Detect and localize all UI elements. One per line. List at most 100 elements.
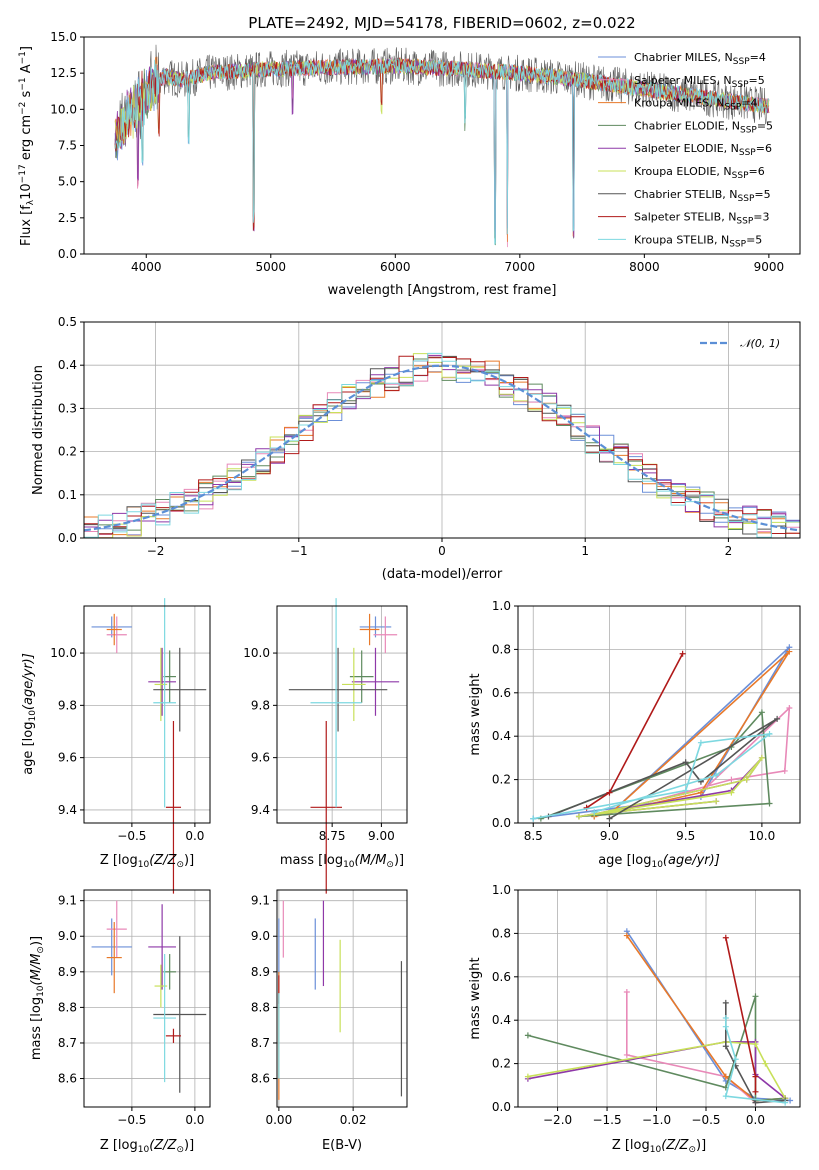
series-marker: [758, 709, 765, 716]
x-axis-label: wavelength [Angstrom, rest frame]: [328, 283, 557, 298]
y-tick-label: 1.0: [492, 883, 511, 897]
legend-entry-label: Chabrier STELIB, NSSP=5: [634, 188, 771, 204]
legend-entry-label: Chabrier MILES, NSSP=4: [634, 51, 766, 67]
x-tick-label: 0: [438, 544, 446, 558]
x-tick-label: −2.0: [543, 1113, 572, 1127]
y-tick-label: 0.2: [492, 1057, 511, 1071]
series-marker: [682, 787, 689, 794]
series-marker: [713, 772, 720, 779]
series-marker: [782, 1099, 789, 1106]
legend-entry-label: Salpeter STELIB, NSSP=3: [634, 211, 770, 227]
series-marker: [623, 932, 630, 939]
x-tick-label: −2: [147, 544, 165, 558]
y-tick-label: 9.0: [58, 929, 77, 943]
x-tick-label: 0.0: [185, 829, 204, 843]
y-axis-label: mass weight: [468, 957, 483, 1039]
axes-frame: [276, 889, 408, 1108]
histogram-step: [84, 352, 800, 538]
y-tick-label: 9.4: [58, 803, 77, 817]
series-line: [533, 732, 773, 820]
x-tick-label: −1.5: [592, 1113, 621, 1127]
y-tick-label: 7.5: [58, 139, 77, 153]
y-tick-label: 9.4: [251, 803, 270, 817]
series-marker: [524, 1073, 531, 1080]
x-axis-label: (data-model)/error: [382, 567, 503, 582]
y-tick-label: 0.8: [492, 926, 511, 940]
x-tick-label: 8.5: [524, 829, 543, 843]
series-marker: [623, 988, 630, 995]
histogram-group: [84, 352, 800, 539]
series-marker: [591, 809, 598, 816]
series-line: [578, 757, 763, 818]
axes-frame: [517, 605, 801, 824]
y-tick-label: 0.3: [58, 401, 77, 415]
y-tick-label: 8.7: [251, 1036, 270, 1050]
series-marker: [682, 759, 689, 766]
series-marker: [752, 993, 759, 1000]
y-tick-label: 8.9: [58, 965, 77, 979]
series-marker: [758, 754, 765, 761]
y-tick-label: 9.1: [58, 894, 77, 908]
series-marker: [722, 934, 729, 941]
legend-entry-label: Salpeter ELODIE, NSSP=6: [634, 142, 772, 158]
axes-frame: [517, 889, 801, 1108]
x-tick-label: 0.0: [746, 1113, 765, 1127]
mass-vs-Z-panel: −0.5 0.0 8.6 8.7 8.8 8.9 9.0 9.1 Z [log10(Z/Z⊙)]…: [29, 889, 211, 1155]
legend: Chabrier MILES, NSSP=4 Salpeter MILES, NS…: [598, 51, 773, 249]
series-marker: [722, 999, 729, 1006]
series-marker: [752, 1073, 759, 1080]
errorbar-group: [288, 598, 400, 894]
series-marker: [766, 731, 773, 738]
series-marker: [728, 776, 735, 783]
y-tick-label: 8.6: [58, 1072, 77, 1086]
series-marker: [774, 715, 781, 722]
legend-entry-label: Kroupa ELODIE, NSSP=6: [634, 165, 765, 181]
x-tick-label: −0.5: [117, 829, 146, 843]
mass-vs-EBV-panel: 0.00 0.02 8.6 8.7 8.8 8.9 9.0 9.1 E(B-V): [251, 889, 408, 1153]
series-marker: [722, 1093, 729, 1100]
y-tick-label: 12.5: [50, 66, 77, 80]
y-tick-label: 15.0: [50, 30, 77, 44]
series-marker: [697, 739, 704, 746]
x-tick-label: −1.0: [642, 1113, 671, 1127]
series-marker: [781, 767, 788, 774]
y-tick-label: 0.2: [492, 773, 511, 787]
y-tick-label: 0.6: [492, 970, 511, 984]
axes-frame: [276, 605, 408, 824]
x-tick-label: 2: [725, 544, 733, 558]
y-axis-label: mass weight: [468, 673, 483, 755]
y-tick-label: 8.7: [58, 1036, 77, 1050]
y-tick-label: 0.4: [492, 1013, 511, 1027]
errorbar-group: [278, 900, 403, 1100]
spectrum-line: [114, 58, 770, 245]
residuals-panel: −2 −1 0 1 2 0.0 0.1 0.2 0.3 0.4 0.5 𝒩(0, 1) (data-mo…: [31, 315, 801, 582]
axes-frame: [83, 36, 801, 255]
series-marker: [713, 798, 720, 805]
legend-entry-label: 𝒩(0, 1): [740, 337, 780, 350]
y-tick-label: 9.8: [251, 698, 270, 712]
x-tick-label: −0.5: [691, 1113, 720, 1127]
y-tick-label: 0.4: [58, 358, 77, 372]
y-tick-label: 0.1: [58, 488, 77, 502]
x-axis-label: Z [log10(Z/Z⊙)]: [612, 1138, 706, 1155]
legend-entry-label: Kroupa STELIB, NSSP=5: [634, 233, 762, 249]
y-tick-label: 5.0: [58, 175, 77, 189]
series-marker: [728, 789, 735, 796]
y-tick-label: 1.0: [492, 599, 511, 613]
x-axis-label: Z [log10(Z/Z⊙)]: [100, 853, 194, 870]
spectrum-series-group: [114, 44, 770, 248]
mass-weight-vs-age-panel: 8.5 9.0 9.5 10.0 0.0 0.2 0.4 0.6 0.8 1.0 age [log1…: [468, 599, 801, 870]
series-marker: [722, 1015, 729, 1022]
y-tick-label: 8.8: [58, 1000, 77, 1014]
series-marker: [766, 800, 773, 807]
y-tick-label: 9.6: [58, 751, 77, 765]
x-tick-label: 0.02: [340, 1113, 367, 1127]
x-tick-label: 1: [581, 544, 589, 558]
y-tick-label: 9.6: [251, 751, 270, 765]
x-axis-label: mass [log10(M/M⊙)]: [280, 853, 404, 870]
series-marker: [606, 815, 613, 822]
y-tick-label: 10.0: [50, 646, 77, 660]
x-tick-label: 6000: [380, 260, 411, 274]
